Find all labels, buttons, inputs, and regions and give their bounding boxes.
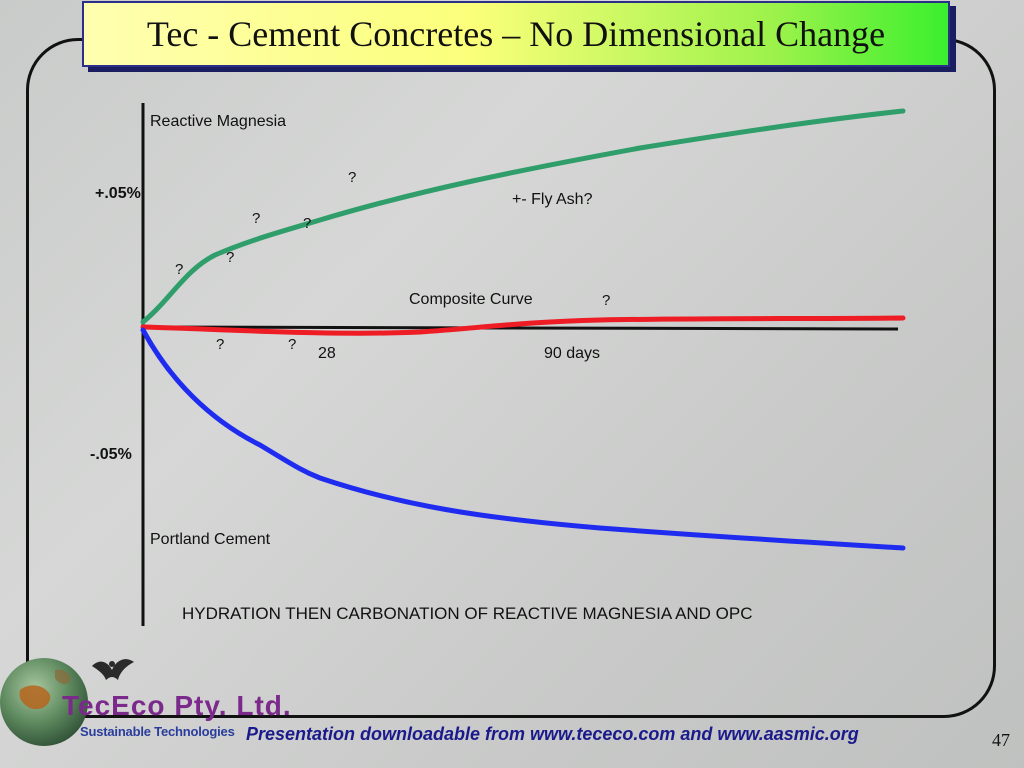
day-90-label: 90 days <box>544 345 601 362</box>
brand-name-part1: TecEco <box>62 690 166 721</box>
question-mark: ? <box>602 292 611 309</box>
fly-ash-label: +- Fly Ash? <box>512 191 593 208</box>
question-mark: ? <box>216 336 225 353</box>
portland-cement-label: Portland Cement <box>150 531 271 548</box>
plus-percent-label: +.05% <box>95 185 141 202</box>
brand-name-part2: Pty. Ltd. <box>174 690 292 721</box>
brand-tagline: Sustainable Technologies <box>80 724 235 739</box>
question-mark: ? <box>288 336 297 353</box>
page-number: 47 <box>992 730 1010 750</box>
company-logo <box>0 658 134 746</box>
question-mark: ? <box>175 261 184 278</box>
title-box: Tec - Cement Concretes – No Dimensional … <box>82 1 950 67</box>
composite-curve <box>140 315 906 336</box>
question-mark: ? <box>226 249 235 266</box>
question-mark: ? <box>303 215 312 232</box>
question-mark: ? <box>348 169 357 186</box>
minus-percent-label: -.05% <box>90 446 132 463</box>
globe-icon <box>0 658 88 746</box>
reactive-magnesia-curve <box>140 108 906 325</box>
horizontal-axis <box>142 325 899 331</box>
question-mark: ? <box>252 210 261 227</box>
composite-curve-label: Composite Curve <box>409 291 533 308</box>
portland-cement-curve <box>140 327 906 551</box>
brand-name: TecEco Pty. Ltd. <box>62 690 292 722</box>
bird-icon <box>92 659 134 680</box>
diagram-caption: HYDRATION THEN CARBONATION OF REACTIVE M… <box>182 604 753 623</box>
day-28-label: 28 <box>318 345 336 362</box>
reactive-magnesia-label: Reactive Magnesia <box>150 113 287 130</box>
slide-title: Tec - Cement Concretes – No Dimensional … <box>146 14 886 54</box>
footer-link-text: Presentation downloadable from www.tecec… <box>246 724 859 744</box>
